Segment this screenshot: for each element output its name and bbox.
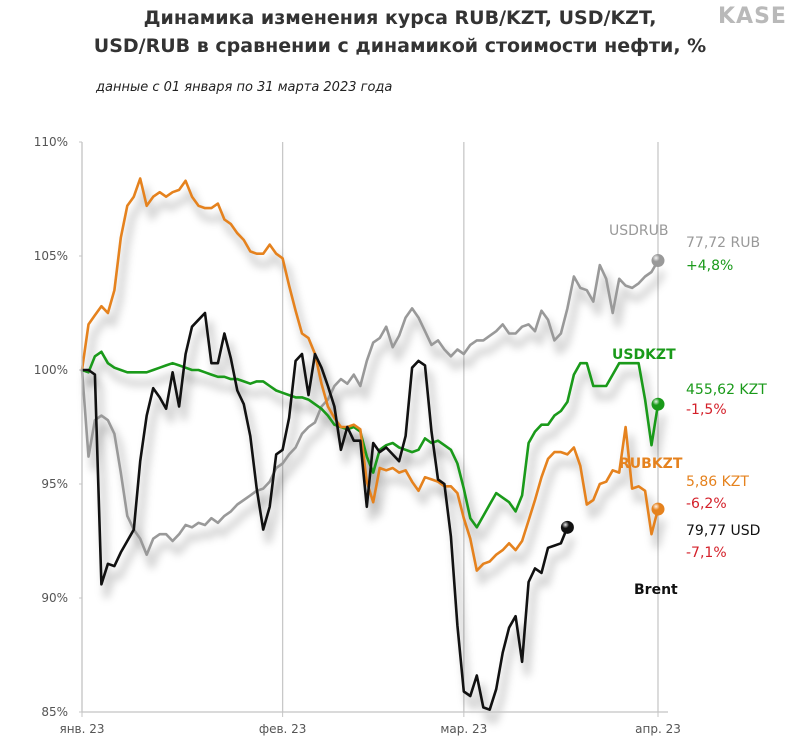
endpoint-marker-highlight [651,254,665,268]
kase-logo: KASE [718,4,787,29]
y-tick-label: 105% [34,249,68,263]
y-tick-label: 100% [34,363,68,377]
series-end-change-rubkzt: -6,2% [686,496,727,512]
series-line-usdrub [80,259,660,556]
y-tick-label: 110% [34,135,68,149]
x-tick-label: фев. 23 [259,722,307,736]
endpoint-marker-highlight [651,397,665,411]
series-end-change-usdrub: +4,8% [686,258,733,274]
x-tick-label: янв. 23 [59,722,104,736]
series-end-value-usdkzt: 455,62 KZT [686,382,767,398]
y-tick-label: 85% [41,705,68,719]
series-end-value-usdrub: 77,72 RUB [686,235,760,251]
endpoint-marker-highlight [560,520,574,534]
chart-title-line-2: USD/RUB в сравнении с динамикой стоимост… [93,35,707,57]
series-end-change-brent: -7,1% [686,545,727,561]
y-tick-label: 90% [41,591,68,605]
series-name-brent: Brent [634,582,678,598]
series-shadow-usdrub [83,269,667,570]
series-end-change-usdkzt: -1,5% [686,402,727,418]
series-line-brent [80,311,569,711]
chart-title-line-1: Динамика изменения курса RUB/KZT, USD/KZ… [143,7,657,29]
x-tick-label: мар. 23 [440,722,487,736]
chart-title: Динамика изменения курса RUB/KZT, USD/KZ… [60,4,740,60]
series-line-rubkzt [80,177,660,572]
series-labels: USDRUB 77,72 RUB +4,8% USDKZT 455,62 KZT -1,5… [560,223,767,598]
series-end-value-rubkzt: 5,86 KZT [686,474,749,490]
series-name-usdrub: USDRUB [609,223,669,239]
axis-layer: 85% 90% 95% 100% 105% 110% янв. 23 фев. 23 мар. … [34,135,681,736]
y-tick-label: 95% [41,477,68,491]
chart-subtitle: данные с 01 января по 31 марта 2023 года [96,80,393,95]
endpoint-marker-highlight [651,502,665,516]
series-end-value-brent: 79,77 USD [686,523,760,539]
series-layer [80,177,660,711]
series-name-rubkzt: RUBKZT [619,456,683,472]
x-tick-label: апр. 23 [635,722,681,736]
series-name-usdkzt: USDKZT [612,347,676,363]
